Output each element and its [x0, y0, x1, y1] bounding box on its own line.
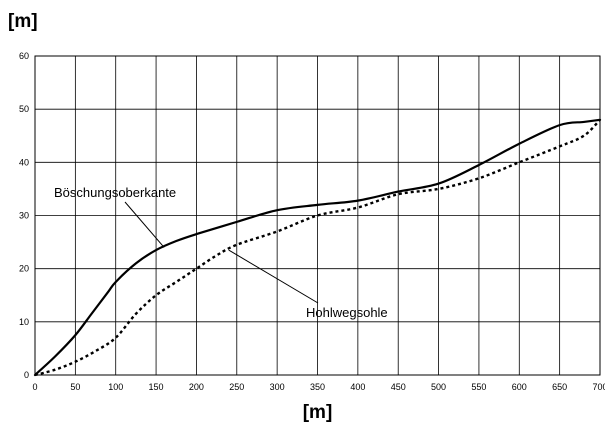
x-tick-label: 450: [391, 382, 406, 392]
y-tick-label: 50: [19, 104, 29, 114]
x-tick-label: 100: [108, 382, 123, 392]
y-tick-label: 0: [24, 370, 29, 380]
y-tick-label: 30: [19, 211, 29, 221]
x-tick-labels: 0 50 100 150 200 250 300 350 400 450 500 550 600 650 7…: [32, 382, 605, 392]
y-tick-label: 40: [19, 157, 29, 167]
annotation-leader-line: [228, 249, 319, 304]
x-tick-label: 500: [431, 382, 446, 392]
annotations: Böschungsoberkante Hohlwegsohle: [54, 185, 388, 320]
x-tick-label: 350: [310, 382, 325, 392]
x-tick-label: 300: [270, 382, 285, 392]
y-axis-title: [m]: [8, 11, 38, 32]
annotation-leader-line: [124, 201, 165, 248]
x-tick-label: 400: [350, 382, 365, 392]
x-tick-label: 250: [229, 382, 244, 392]
y-tick-label: 10: [19, 317, 29, 327]
series-line-boeschungsoberkante: [33, 118, 602, 377]
x-tick-label: 700: [592, 382, 605, 392]
annotation-label-hohlwegsohle: Hohlwegsohle: [306, 305, 388, 320]
y-tick-label: 20: [19, 264, 29, 274]
x-tick-label: 200: [189, 382, 204, 392]
series-line-hohlwegsohle: [34, 118, 601, 377]
x-tick-label: 550: [471, 382, 486, 392]
grid-lines: [34, 55, 601, 376]
annotation-label-boeschungsoberkante: Böschungsoberkante: [54, 185, 176, 200]
x-tick-label: 650: [552, 382, 567, 392]
plot-frame: [34, 55, 601, 376]
y-tick-label: 60: [19, 51, 29, 61]
y-tick-labels: 0 10 20 30 40 50 60: [19, 51, 29, 380]
x-tick-label: 50: [70, 382, 80, 392]
x-tick-label: 600: [512, 382, 527, 392]
x-axis-title: [m]: [303, 402, 333, 423]
series-lines: [33, 118, 602, 377]
x-tick-label: 0: [32, 382, 37, 392]
x-tick-label: 150: [149, 382, 164, 392]
